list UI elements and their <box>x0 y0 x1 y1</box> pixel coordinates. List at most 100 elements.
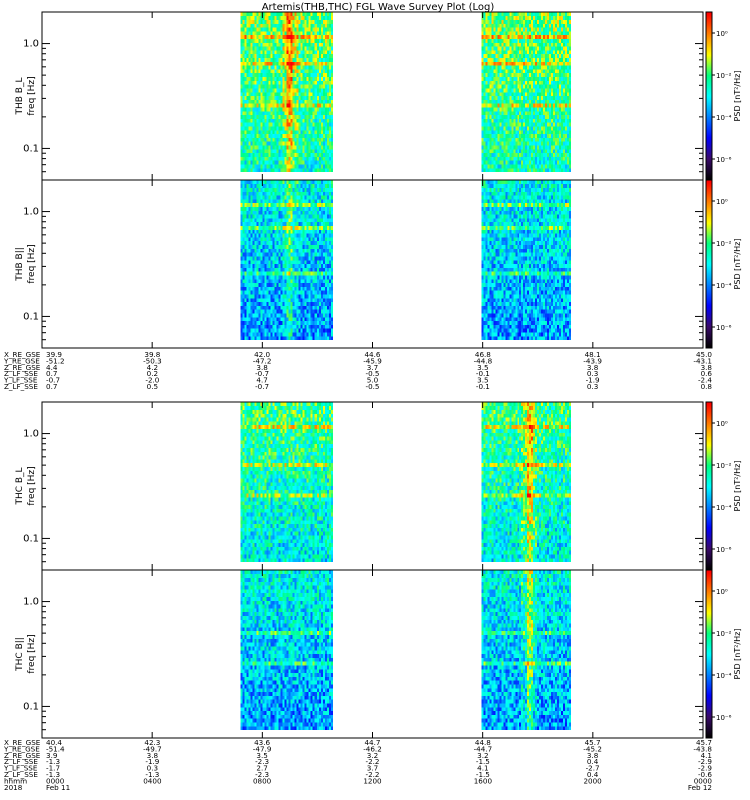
spectrogram-cell <box>569 103 571 107</box>
spectrogram-cell <box>331 20 333 24</box>
spectrogram-cell <box>569 23 571 27</box>
spectrogram-cell <box>569 84 571 88</box>
spectrogram-cell <box>331 65 333 69</box>
spectrogram-cell <box>331 111 333 115</box>
spectrogram-cell <box>569 20 571 24</box>
spectrogram-cell <box>331 50 333 54</box>
spectrogram-cell <box>569 27 571 31</box>
spectrogram-cell <box>569 65 571 69</box>
spectrogram-cell <box>331 61 333 65</box>
spectrogram-cell <box>569 42 571 46</box>
spectrogram-cells <box>240 180 571 340</box>
spectrogram-cell <box>569 54 571 58</box>
spectrogram-cell <box>569 16 571 20</box>
spectrogram-cell <box>569 12 571 16</box>
spectrogram-cell <box>331 149 333 153</box>
spectrogram-cell <box>331 137 333 141</box>
spectrogram-cell <box>331 134 333 138</box>
spectrogram-cell <box>331 107 333 111</box>
spectrogram-cell <box>331 73 333 77</box>
colorbar-tick-label: 10⁻⁶ <box>716 156 732 164</box>
colorbar-label: PSD [nT²/Hz] <box>733 71 742 122</box>
spectrogram-cell <box>569 149 571 153</box>
spectrogram-cell <box>331 12 333 16</box>
spectrogram-panel: 0.1 1.0 THB B_L freq [Hz] 10⁰ 10⁻² 10⁻⁴ 10⁻⁶ PSD… <box>15 12 742 181</box>
spectrogram-cell <box>569 77 571 81</box>
y-tick-label: 0.1 <box>23 143 39 154</box>
spectrogram-cell <box>331 39 333 43</box>
spectrogram-cell <box>569 35 571 39</box>
spectrogram-cell <box>331 118 333 122</box>
spectrogram-cell <box>331 80 333 84</box>
spectrogram-cell <box>569 168 571 172</box>
spectrogram-cell <box>569 46 571 50</box>
plot-title: Artemis(THB,THC) FGL Wave Survey Plot (L… <box>262 2 495 13</box>
spectrogram-cell <box>331 58 333 62</box>
spectrogram-cell <box>569 126 571 130</box>
spectrogram-cell <box>331 96 333 100</box>
colorbar-tick-label: 10⁻² <box>716 72 732 80</box>
spectrogram-cell <box>569 164 571 168</box>
spectrogram-cell <box>331 164 333 168</box>
spectrogram-cell <box>331 115 333 119</box>
spectrogram-cell <box>569 31 571 35</box>
spectrogram-cell <box>331 92 333 96</box>
spectrogram-cell <box>331 35 333 39</box>
spectrogram-cell <box>331 84 333 88</box>
panel-frame <box>42 12 703 180</box>
spectrogram-cell <box>569 69 571 73</box>
y-tick-label: 1.0 <box>23 39 39 50</box>
spectrogram-cell <box>569 153 571 157</box>
spectrogram-cell <box>331 88 333 92</box>
spectrogram-cell <box>331 156 333 160</box>
spectrogram-cell <box>331 99 333 103</box>
spectrogram-cell <box>331 153 333 157</box>
spectrogram-cell <box>331 16 333 20</box>
spectrogram-cell <box>569 39 571 43</box>
spectrogram-cell <box>569 96 571 100</box>
spectrogram-cell <box>331 69 333 73</box>
spectrogram-cell <box>569 137 571 141</box>
spectrogram-cell <box>331 122 333 126</box>
spectrogram-cell <box>569 122 571 126</box>
spectrogram-cell <box>331 23 333 27</box>
spectrogram-cell <box>331 54 333 58</box>
spectrogram-cell <box>331 126 333 130</box>
spectrogram-cell <box>569 73 571 77</box>
colorbar <box>706 12 712 181</box>
colorbar-tick-label: 10⁰ <box>716 30 728 38</box>
spectrogram-cell <box>569 88 571 92</box>
spectrogram-cell <box>569 58 571 62</box>
spectrogram-cell <box>569 107 571 111</box>
spectrogram-cell <box>569 134 571 138</box>
spectrogram-cell <box>569 111 571 115</box>
spectrogram-panel: 0.11.0THB B|| freq [Hz]10⁰10⁻²10⁻⁴10⁻⁶PSD… <box>15 180 742 349</box>
spectrogram-cell <box>331 160 333 164</box>
spectrogram-cell <box>331 77 333 81</box>
spectrogram-cell <box>331 130 333 134</box>
spectrogram-cell <box>331 168 333 172</box>
spectrogram-cell <box>331 141 333 145</box>
spectrogram-cell <box>569 61 571 65</box>
spectrogram-cell <box>569 92 571 96</box>
spectrogram-cell <box>569 80 571 84</box>
colorbar-tick-label: 10⁻⁴ <box>716 114 732 122</box>
y-axis-probe-label: THB B_L <box>15 78 25 116</box>
spectrogram-cell <box>569 145 571 149</box>
spectrogram-cell <box>569 99 571 103</box>
spectrogram-cell <box>331 31 333 35</box>
spectrogram-cell <box>331 145 333 149</box>
spectrogram-cell <box>331 42 333 46</box>
spectrogram-cell <box>569 50 571 54</box>
spectrogram-cell <box>331 27 333 31</box>
spectrogram-cell <box>331 46 333 50</box>
spectrogram-cell <box>569 160 571 164</box>
spectrogram-cell <box>569 141 571 145</box>
y-axis-freq-label: freq [Hz] <box>27 76 37 115</box>
spectrogram-cell <box>331 103 333 107</box>
spectrogram-cells <box>240 12 571 172</box>
spectrogram-cell <box>569 130 571 134</box>
spectrogram-cell <box>569 156 571 160</box>
spectrogram-cell <box>569 115 571 119</box>
